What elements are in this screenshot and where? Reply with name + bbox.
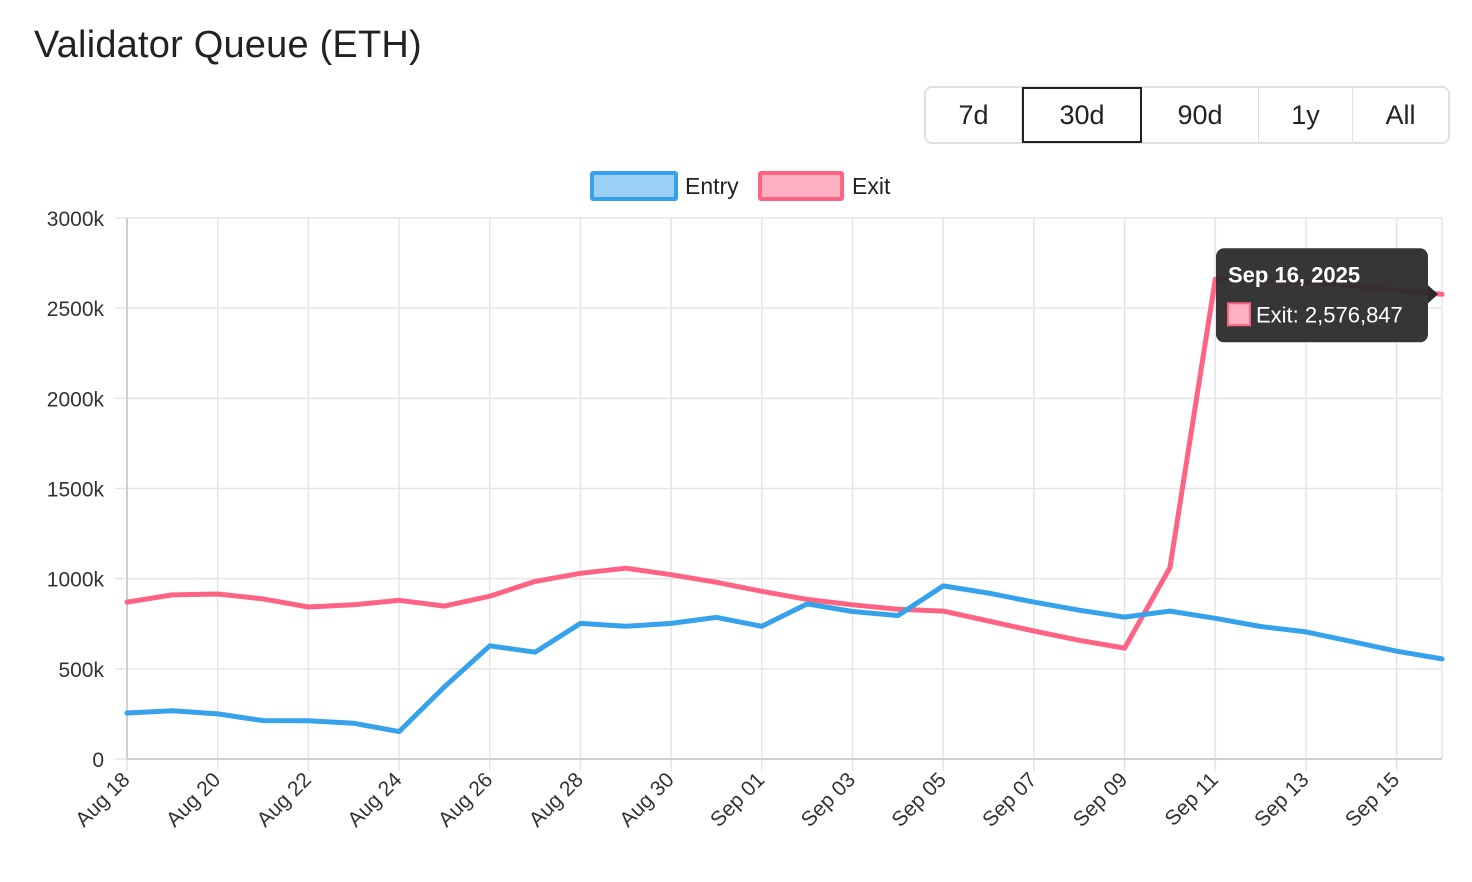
y-tick-label: 3000k <box>47 208 105 231</box>
legend-entry-label: Entry <box>685 173 739 199</box>
tooltip-background <box>1216 248 1428 343</box>
legend-exit[interactable]: Exit <box>758 171 891 201</box>
x-tick-label: Aug 22 <box>253 768 316 831</box>
legend-entry[interactable]: Entry <box>590 171 739 201</box>
y-tick-label: 2000k <box>47 388 105 411</box>
x-tick-label: Sep 07 <box>978 768 1041 831</box>
x-tick-label: Sep 01 <box>706 768 769 831</box>
x-tick-label: Sep 13 <box>1250 768 1313 831</box>
range-selector: 7d 30d 90d 1y All <box>924 86 1450 144</box>
x-axis: Aug 18 Aug 20 Aug 22 Aug 24 Aug 26 Aug 28 Aug … <box>71 768 1404 832</box>
range-7d-button[interactable]: 7d <box>926 88 1022 142</box>
y-tick-label: 500k <box>58 659 104 682</box>
y-tick-label: 1000k <box>47 569 105 592</box>
range-30d-button[interactable]: 30d <box>1022 87 1142 143</box>
y-tick-label: 0 <box>92 749 104 772</box>
x-tick-label: Sep 05 <box>887 768 950 831</box>
x-tick-label: Aug 24 <box>343 768 407 832</box>
tooltip-label: Exit: 2,576,847 <box>1256 302 1403 327</box>
chart-tooltip: Sep 16, 2025 Exit: 2,576,847 <box>1216 248 1438 343</box>
page-title: Validator Queue (ETH) <box>34 24 422 66</box>
range-90d-button[interactable]: 90d <box>1142 88 1259 142</box>
x-tick-label: Sep 09 <box>1069 768 1132 831</box>
tooltip-caret <box>1428 285 1438 304</box>
x-tick-label: Aug 18 <box>71 768 134 831</box>
legend-entry-swatch <box>590 171 678 201</box>
x-tick-label: Sep 15 <box>1341 768 1404 831</box>
range-1y-button[interactable]: 1y <box>1259 88 1353 142</box>
y-tick-label: 2500k <box>47 298 105 321</box>
chart-series <box>124 276 1445 735</box>
y-axis: 0 500k 1000k 1500k 2000k 2500k 3000k <box>47 208 105 772</box>
x-tick-label: Aug 20 <box>162 768 225 831</box>
x-tick-label: Sep 03 <box>797 768 860 831</box>
chart-legend: Entry Exit <box>590 171 891 201</box>
x-tick-label: Aug 26 <box>434 768 497 831</box>
legend-exit-label: Exit <box>852 173 891 199</box>
x-tick-label: Sep 11 <box>1161 768 1223 830</box>
range-all-button[interactable]: All <box>1385 99 1416 130</box>
legend-exit-swatch <box>758 171 844 201</box>
y-tick-label: 1500k <box>47 479 105 502</box>
series-line-entry <box>124 583 1445 735</box>
x-tick-label: Aug 30 <box>615 768 678 831</box>
tooltip-title: Sep 16, 2025 <box>1228 262 1360 287</box>
x-tick-label: Aug 28 <box>525 768 588 831</box>
tooltip-swatch <box>1227 302 1251 327</box>
